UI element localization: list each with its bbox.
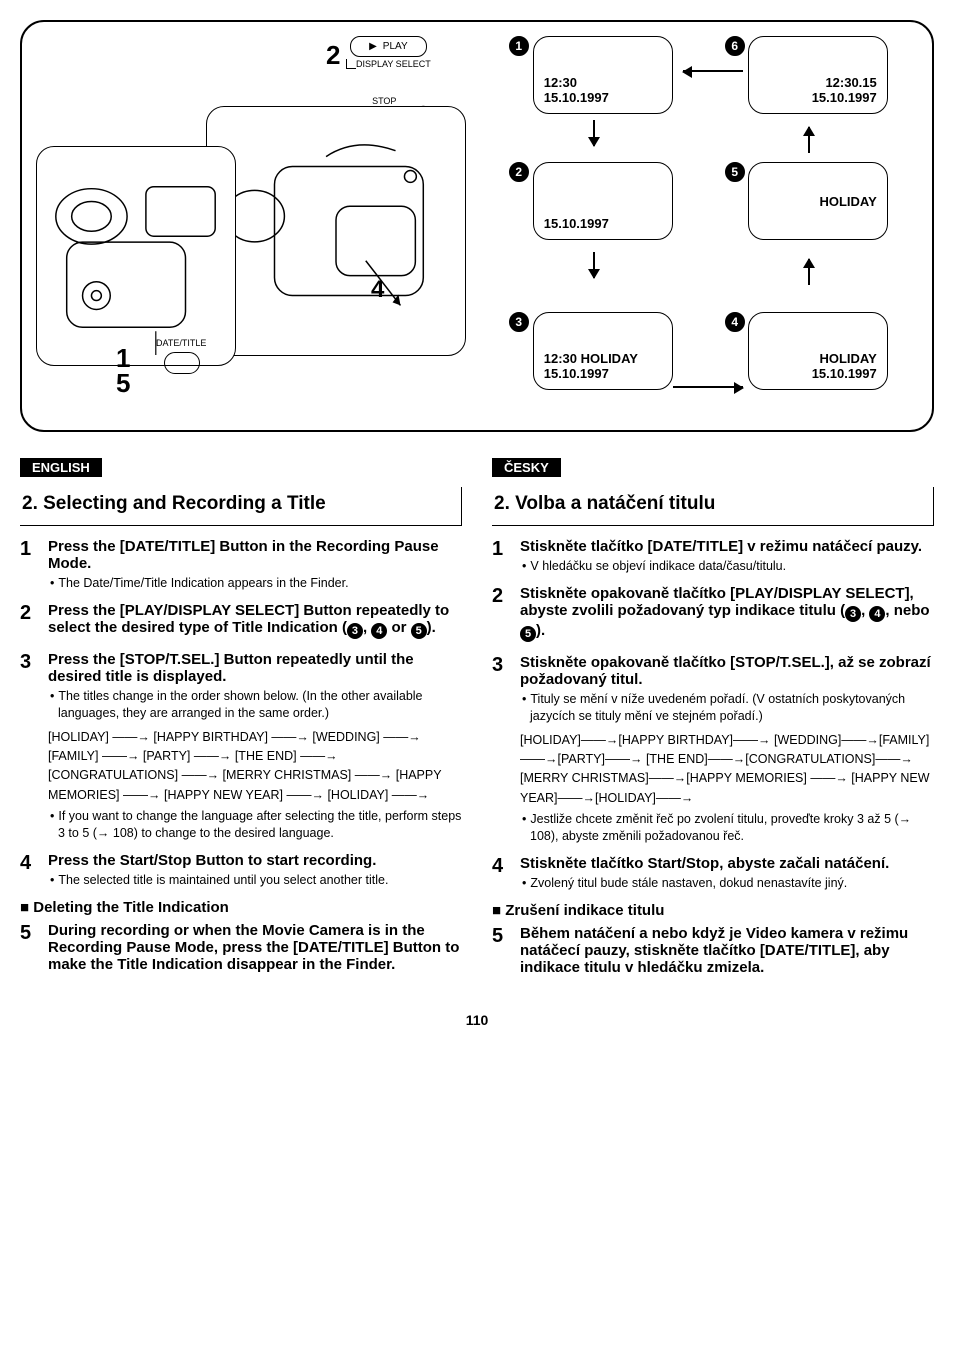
czech-column: ČESKY 2. Volba a natáčení titulu 1 Stisk… xyxy=(492,452,934,988)
english-title-box: 2. Selecting and Recording a Title xyxy=(20,487,462,526)
cz-subhead: Zrušení indikace titulu xyxy=(492,902,934,919)
cz-step-1-head: Stiskněte tlačítko [DATE/TITLE] v režimu… xyxy=(520,538,934,555)
flow-badge-4: 4 xyxy=(725,312,745,332)
en-step-4-head: Press the Start/Stop Button to start rec… xyxy=(48,852,462,869)
cz-step-3-num: 3 xyxy=(492,654,510,845)
flow-arrow-down-2 xyxy=(593,252,595,285)
cz-step-4-b1: Zvolený titul bude stále nastaven, dokud… xyxy=(520,875,934,892)
flow-badge-2: 2 xyxy=(509,162,529,182)
cz-step-3: 3 Stiskněte opakovaně tlačítko [STOP/T.S… xyxy=(492,654,934,845)
en-step-1-num: 1 xyxy=(20,538,38,592)
cz-step-3-head: Stiskněte opakovaně tlačítko [STOP/T.SEL… xyxy=(520,654,934,688)
date-title-label: DATE/TITLE xyxy=(156,338,206,348)
cz-step-5: 5 Během natáčení a nebo když je Video ka… xyxy=(492,925,934,978)
en-step-3: 3 Press the [STOP/T.SEL.] Button repeate… xyxy=(20,651,462,842)
lcd-panel-1: 12:30 15.10.1997 xyxy=(533,36,673,114)
lcd2-date: 15.10.1997 xyxy=(544,216,662,231)
step-1-5-label: 1 5 xyxy=(116,346,130,395)
lcd4-line2: 15.10.1997 xyxy=(812,366,877,381)
en-subhead: Deleting the Title Indication xyxy=(20,899,462,916)
english-title: 2. Selecting and Recording a Title xyxy=(22,493,453,515)
english-tag: ENGLISH xyxy=(20,458,102,477)
lcd1-time: 12:30 xyxy=(544,75,662,90)
cz-step-4-head: Stiskněte tlačítko Start/Stop, abyste za… xyxy=(520,855,934,872)
en-step-3-head: Press the [STOP/T.SEL.] Button repeatedl… xyxy=(48,651,462,685)
en-step-5-num: 5 xyxy=(20,922,38,975)
cz-title-list: [HOLIDAY]——→[HAPPY BIRTHDAY]——→ [WEDDING… xyxy=(520,731,934,809)
cz-step-1: 1 Stiskněte tlačítko [DATE/TITLE] v reži… xyxy=(492,538,934,575)
cz-step-1-num: 1 xyxy=(492,538,510,575)
stop-label: STOP xyxy=(372,96,396,106)
lcd-panel-5: HOLIDAY xyxy=(748,162,888,240)
camera-front-illustration xyxy=(36,146,236,366)
flow-arrow-left xyxy=(683,70,743,72)
cz-step-3-b1: Tituly se mění v níže uvedeném pořadí. (… xyxy=(520,691,934,725)
en-step-2-num: 2 xyxy=(20,602,38,641)
play-button-diagram: ▶ PLAY DISPLAY SELECT xyxy=(346,36,431,69)
lcd-panel-4: HOLIDAY 15.10.1997 xyxy=(748,312,888,390)
en-step-2-head: Press the [PLAY/DISPLAY SELECT] Button r… xyxy=(48,602,462,639)
camera-side-illustration xyxy=(206,106,466,356)
lcd5-line1: HOLIDAY xyxy=(819,194,876,209)
czech-title: 2. Volba a natáčení titulu xyxy=(494,493,925,515)
flow-badge-6: 6 xyxy=(725,36,745,56)
lcd-panel-2: 15.10.1997 xyxy=(533,162,673,240)
flow-badge-5: 5 xyxy=(725,162,745,182)
en-title-list: [HOLIDAY] ——→ [HAPPY BIRTHDAY] ——→ [WEDD… xyxy=(48,728,462,806)
cz-step-3-b2: Jestliže chcete změnit řeč po zvolení ti… xyxy=(520,811,934,845)
flow-arrow-down-1 xyxy=(593,120,595,153)
display-select-label: DISPLAY SELECT xyxy=(356,59,431,69)
lcd3-line2: 15.10.1997 xyxy=(544,366,662,381)
en-step-3-b2: If you want to change the language after… xyxy=(48,808,462,842)
en-step-1-head: Press the [DATE/TITLE] Button in the Rec… xyxy=(48,538,462,572)
step-2-label: 2 xyxy=(326,40,340,71)
diagram-area: 2 ▶ PLAY DISPLAY SELECT 3 STOP ■ T.SEL. xyxy=(36,36,918,416)
step-5-digit: 5 xyxy=(116,368,130,398)
flow-badge-1: 1 xyxy=(509,36,529,56)
lcd-panel-6: 12:30.15 15.10.1997 xyxy=(748,36,888,114)
lcd6-line2: 15.10.1997 xyxy=(812,90,877,105)
flow-arrow-right xyxy=(673,386,743,388)
lcd3-line1: 12:30 HOLIDAY xyxy=(544,351,662,366)
en-step-3-num: 3 xyxy=(20,651,38,842)
en-step-5-head: During recording or when the Movie Camer… xyxy=(48,922,462,973)
cz-step-5-num: 5 xyxy=(492,925,510,978)
lcd4-line1: HOLIDAY xyxy=(819,351,876,366)
cz-step-4-num: 4 xyxy=(492,855,510,892)
lcd-panel-3: 12:30 HOLIDAY 15.10.1997 xyxy=(533,312,673,390)
czech-title-box: 2. Volba a natáčení titulu xyxy=(492,487,934,526)
en-step-2: 2 Press the [PLAY/DISPLAY SELECT] Button… xyxy=(20,602,462,641)
step-4-label: 4 xyxy=(371,276,384,304)
en-step-4-b1: The selected title is maintained until y… xyxy=(48,872,462,889)
english-column: ENGLISH 2. Selecting and Recording a Tit… xyxy=(20,452,462,988)
en-step-3-b1: The titles change in the order shown bel… xyxy=(48,688,462,722)
cz-step-2-num: 2 xyxy=(492,585,510,644)
camcorder-front-icon xyxy=(37,147,235,365)
play-button: ▶ PLAY xyxy=(350,36,427,57)
text-columns: ENGLISH 2. Selecting and Recording a Tit… xyxy=(20,452,934,988)
lcd1-date: 15.10.1997 xyxy=(544,90,662,105)
cz-step-1-b1: V hledáčku se objeví indikace data/času/… xyxy=(520,558,934,575)
en-step-1-b1: The Date/Time/Title Indication appears i… xyxy=(48,575,462,592)
flow-badge-3: 3 xyxy=(509,312,529,332)
en-step-1: 1 Press the [DATE/TITLE] Button in the R… xyxy=(20,538,462,592)
lcd6-line1: 12:30.15 xyxy=(825,75,876,90)
en-step-4-num: 4 xyxy=(20,852,38,889)
flow-arrow-up-5 xyxy=(808,120,810,153)
camcorder-side-icon xyxy=(207,107,465,355)
lcd-flow: 1 12:30 15.10.1997 2 15.10.1997 3 12:30 … xyxy=(503,36,918,416)
page-number: 110 xyxy=(20,1012,934,1028)
cz-step-5-head: Během natáčení a nebo když je Video kame… xyxy=(520,925,934,976)
play-label: PLAY xyxy=(383,41,408,52)
cz-step-4: 4 Stiskněte tlačítko Start/Stop, abyste … xyxy=(492,855,934,892)
en-step-4: 4 Press the Start/Stop Button to start r… xyxy=(20,852,462,889)
cz-step-2-head: Stiskněte opakovaně tlačítko [PLAY/DISPL… xyxy=(520,585,934,642)
czech-tag: ČESKY xyxy=(492,458,561,477)
diagram-left: 2 ▶ PLAY DISPLAY SELECT 3 STOP ■ T.SEL. xyxy=(36,36,493,416)
en-step-5: 5 During recording or when the Movie Cam… xyxy=(20,922,462,975)
cz-step-2: 2 Stiskněte opakovaně tlačítko [PLAY/DIS… xyxy=(492,585,934,644)
diagram-frame: 2 ▶ PLAY DISPLAY SELECT 3 STOP ■ T.SEL. xyxy=(20,20,934,432)
date-title-button xyxy=(164,352,200,374)
flow-arrow-up-4 xyxy=(808,252,810,285)
